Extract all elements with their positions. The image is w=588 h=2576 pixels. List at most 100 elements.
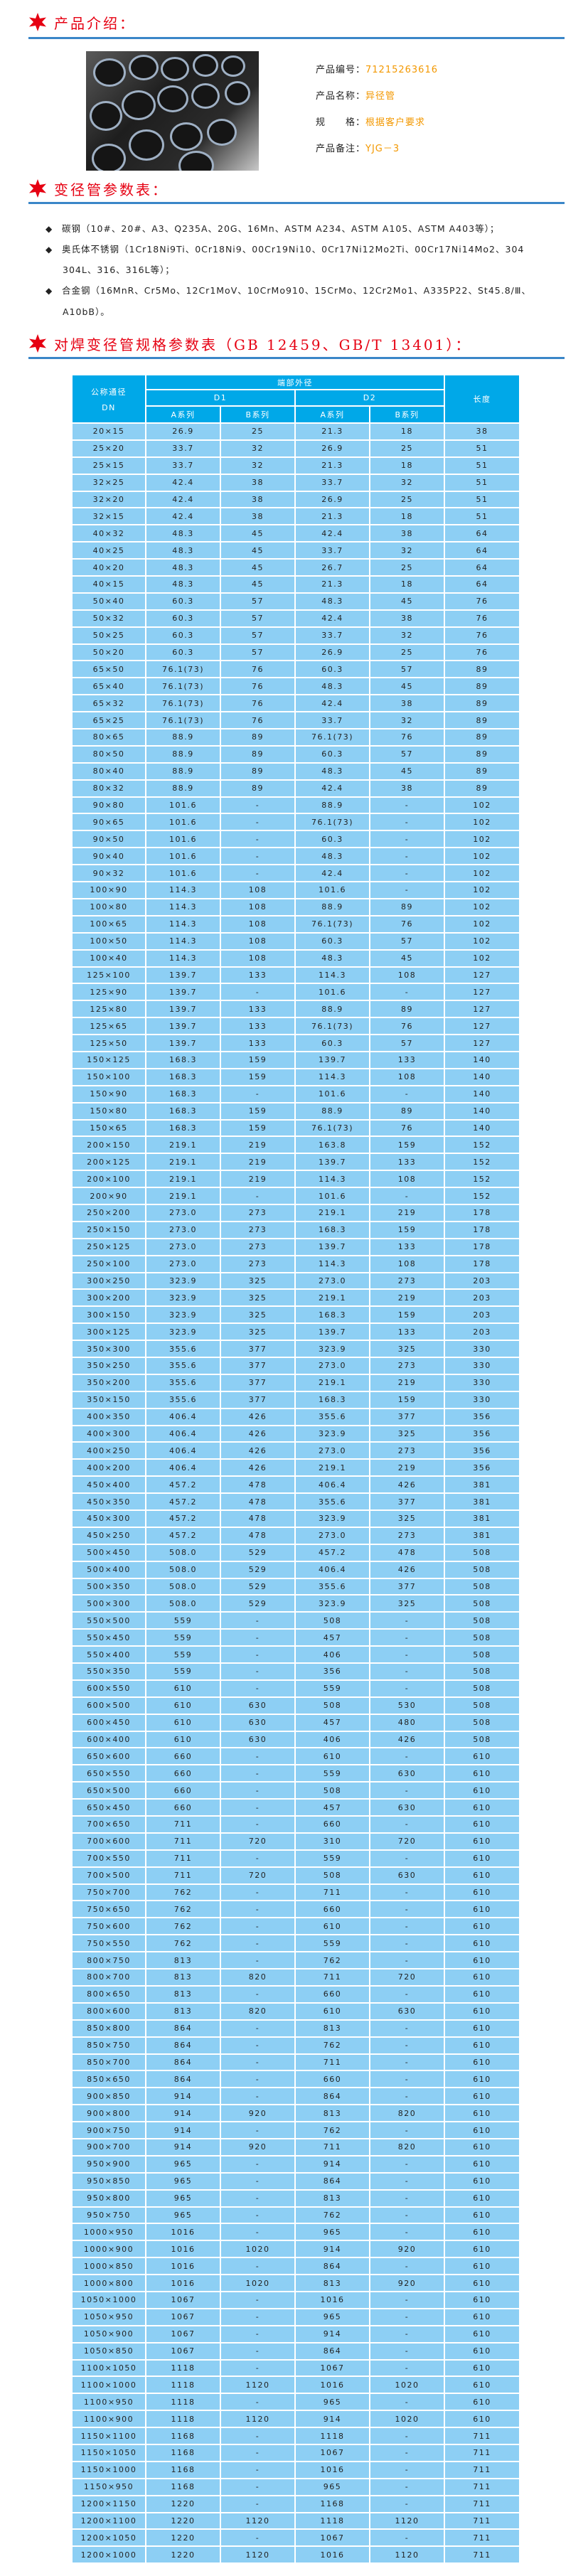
cell-d1-a: 139.7 [145,1000,221,1019]
table-row: 50×40 60.3 57 48.3 45 76 [71,592,520,611]
cell-d2-a: 76.1(73) [294,1118,370,1138]
cell-dn: 32×25 [71,473,146,492]
cell-d1-a: 355.6 [145,1390,221,1409]
cell-dn: 1050×950 [71,2307,146,2326]
cell-dn: 400×250 [71,1441,146,1460]
table-row: 350×200 355.6 377 219.1 219 330 [71,1373,520,1392]
cell-d2-b: 377 [369,1577,445,1596]
cell-d2-b: 426 [369,1560,445,1579]
cell-dn: 550×400 [71,1645,146,1664]
cell-d2-b: - [369,2341,445,2361]
table-row: 50×20 60.3 57 26.9 25 76 [71,643,520,662]
cell-dn: 65×32 [71,694,146,713]
cell-d1-a: 48.3 [145,524,221,543]
cell-d2-b: 133 [369,1237,445,1256]
table-row: 1200×1100 1220 1120 1118 1120 711 [71,2511,520,2530]
cell-d2-a: 168.3 [294,1305,370,1325]
table-row: 1200×1150 1220-1168-711 [71,2494,520,2513]
cell-dn: 80×65 [71,728,146,747]
cell-d1-a: 101.6 [145,864,221,883]
cell-dn: 650×550 [71,1764,146,1783]
cell-dn: 850×650 [71,2070,146,2089]
cell-d1-a: 355.6 [145,1340,221,1358]
cell-length: 178 [444,1220,520,1239]
cell-d2-b: - [369,1984,445,2004]
table-row: 80×50 88.9 89 60.3 57 89 [71,744,520,764]
cell-dn: 1000×950 [71,2223,146,2242]
cell-d1-b: 273 [220,1203,296,1222]
cell-length: 610 [444,2358,520,2378]
cell-d1-b: 529 [220,1577,296,1596]
cell-dn: 450×300 [71,1509,146,1528]
cell-d2-b: 426 [369,1730,445,1749]
cell-d2-b: - [369,864,445,883]
table-row: 650×450 660-457 630 610 [71,1798,520,1817]
cell-dn: 1150×1100 [71,2427,146,2445]
cell-dn: 125×50 [71,1034,146,1052]
table-row: 350×300 355.6 377 323.9 325 330 [71,1340,520,1358]
cell-dn: 1150×950 [71,2477,146,2496]
cell-d1-b: - [220,1764,296,1783]
cell-d2-b: 45 [369,592,445,611]
cell-d1-b: 529 [220,1560,296,1579]
cell-d1-a: 76.1(73) [145,694,221,713]
cell-length: 64 [444,524,520,543]
cell-d1-b: 38 [220,507,296,526]
cell-d2-b: - [369,2087,445,2106]
cell-d2-a: 1016 [294,2460,370,2479]
cell-dn: 950×900 [71,2154,146,2174]
cell-dn: 100×40 [71,948,146,968]
cell-d2-b: - [369,2188,445,2208]
cell-d1-b: 377 [220,1390,296,1409]
table-row: 700×500 711 720 508 630 610 [71,1866,520,1885]
cell-d2-b: 57 [369,660,445,679]
cell-d2-b: - [369,1900,445,1919]
cell-d2-b: - [369,2206,445,2225]
cell-d2-b: 76 [369,1118,445,1138]
cell-d2-a: 457 [294,1713,370,1732]
cell-dn: 600×450 [71,1713,146,1732]
cell-d1-b: 45 [220,524,296,543]
cell-d2-a: 508 [294,1866,370,1885]
cell-d2-b: 108 [369,1254,445,1273]
cell-d1-a: 508.0 [145,1560,221,1579]
cell-dn: 50×20 [71,643,146,662]
cell-dn: 800×600 [71,2002,146,2021]
cell-d2-a: 26.9 [294,490,370,509]
cell-d2-b: 630 [369,2002,445,2021]
cell-length: 102 [444,847,520,866]
cell-d2-b: 133 [369,1153,445,1172]
cell-d2-a: 864 [294,2171,370,2191]
cell-d2-a: 219.1 [294,1288,370,1308]
cell-dn: 200×125 [71,1153,146,1172]
cell-d1-b: - [220,830,296,849]
cell-d1-a: 559 [145,1628,221,1647]
cell-dn: 950×750 [71,2206,146,2225]
cell-dn: 500×350 [71,1577,146,1596]
table-row: 500×400 508.0 529 406.4 426 508 [71,1560,520,1579]
cell-length: 356 [444,1424,520,1443]
cell-length: 610 [444,1832,520,1851]
product-note-value: YJG－3 [365,144,400,154]
cell-d1-a: 60.3 [145,643,221,662]
cell-length: 508 [444,1611,520,1630]
cell-d2-a: 1118 [294,2427,370,2445]
cell-d2-b: 273 [369,1441,445,1460]
cell-d1-b: - [220,2477,296,2496]
table-row: 200×125 219.1 219 139.7 133 152 [71,1153,520,1172]
cell-dn: 250×125 [71,1237,146,1256]
cell-d1-a: 508.0 [145,1543,221,1562]
cell-d1-b: 32 [220,439,296,458]
table-row: 250×200 273.0 273 219.1 219 178 [71,1203,520,1222]
cell-d1-a: 762 [145,1934,221,1953]
cell-d1-b: 76 [220,711,296,730]
cell-length: 102 [444,830,520,849]
cell-d2-b: - [369,2443,445,2462]
cell-length: 127 [444,1000,520,1019]
cell-d2-b: 45 [369,948,445,968]
cell-length: 711 [444,2545,520,2565]
cell-d1-a: 48.3 [145,541,221,560]
cell-length: 89 [444,761,520,781]
table-row: 1000×800 1016 1020 813 920 610 [71,2274,520,2292]
intro-title-text: 产品介绍： [54,14,136,32]
